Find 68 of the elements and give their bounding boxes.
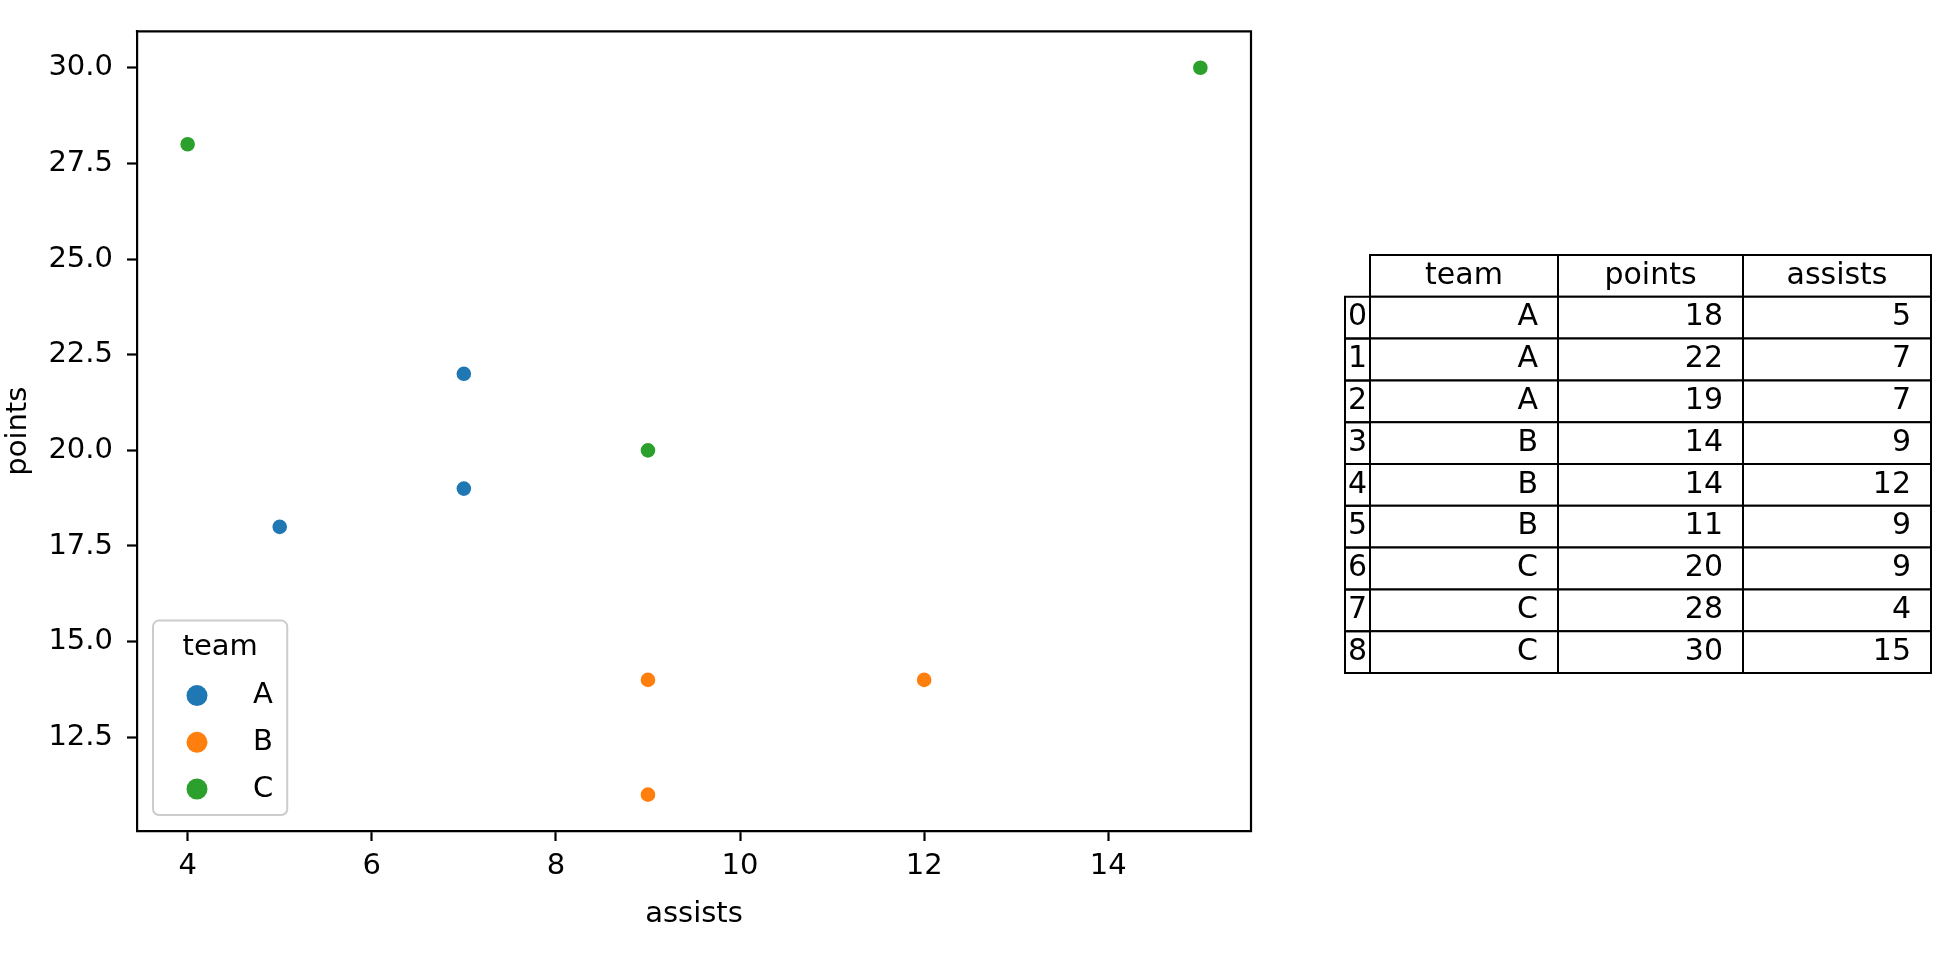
text: A	[1517, 297, 1538, 333]
category-label: 4	[1891, 590, 1911, 626]
y-tick-label: 0	[1348, 297, 1368, 333]
text: B	[1517, 422, 1538, 458]
text: 7	[1891, 381, 1911, 417]
text: 9	[1891, 548, 1911, 584]
point	[270, 517, 289, 537]
y-tick-label: 7	[1348, 590, 1368, 626]
y-tick-label: 12.5	[48, 717, 113, 752]
text: C	[1517, 548, 1538, 584]
y-tick-label: 15.0	[48, 622, 113, 657]
point	[914, 670, 934, 690]
x-tick-label: team	[1425, 255, 1503, 291]
y-tick-label: 1	[1348, 339, 1368, 375]
x-tick-label: 8	[546, 846, 566, 881]
x-tick-label: 10	[721, 846, 759, 881]
y-tick-label: 8	[1348, 631, 1368, 667]
text: 12	[1872, 464, 1911, 500]
y-axis-title: points	[0, 386, 33, 476]
text: 11	[1684, 506, 1723, 542]
point	[178, 134, 197, 154]
y-tick-label: 2	[1348, 381, 1368, 417]
text: 30	[1684, 631, 1723, 667]
x-tick-label: 12	[905, 846, 943, 881]
text: 9	[1891, 422, 1911, 458]
text: B	[1517, 506, 1538, 542]
text: C	[1517, 590, 1538, 626]
text: C	[1517, 631, 1538, 667]
y-tick-label: 5	[1348, 506, 1368, 542]
text: 15	[1872, 631, 1911, 667]
x-tick-label: assists	[1786, 255, 1888, 291]
category-label: 7	[1891, 339, 1911, 375]
text: 22	[1684, 339, 1723, 375]
y-tick-label: 30.0	[48, 48, 113, 83]
y-tick-label: 22.5	[48, 335, 113, 370]
point	[454, 479, 474, 498]
y-tick-label: 20.0	[48, 430, 113, 465]
text: A	[1517, 339, 1538, 375]
x-axis-title: assists	[645, 895, 743, 930]
point	[638, 785, 658, 804]
point	[638, 670, 658, 690]
text: 18	[1684, 297, 1723, 333]
text: 14	[1684, 464, 1723, 500]
text: A	[1517, 381, 1538, 417]
y-tick-label: 3	[1348, 422, 1368, 458]
text: B	[1517, 464, 1538, 500]
category-label: 5	[1891, 297, 1911, 333]
y-tick-label: 25.0	[48, 239, 113, 274]
text: 14	[1684, 422, 1723, 458]
y-tick-label: 6	[1348, 548, 1368, 584]
x-tick-label: 4	[178, 846, 197, 881]
y-tick-label: 4	[1348, 464, 1368, 500]
point	[638, 441, 658, 460]
text: 9	[1891, 506, 1911, 542]
x-tick-label: points	[1604, 255, 1697, 291]
legend-label: B	[253, 722, 273, 757]
legend-label: A	[253, 676, 273, 711]
legend-label: C	[253, 769, 274, 804]
y-tick-label: 27.5	[48, 143, 113, 178]
legend-title: team	[182, 628, 258, 663]
x-tick-label: 6	[362, 846, 381, 881]
x-tick-label: 14	[1089, 846, 1127, 881]
text: 28	[1684, 590, 1723, 626]
point	[454, 364, 474, 384]
text: 20	[1684, 548, 1723, 584]
text: 19	[1684, 381, 1723, 417]
point	[1191, 58, 1210, 78]
y-tick-label: 17.5	[48, 526, 113, 561]
